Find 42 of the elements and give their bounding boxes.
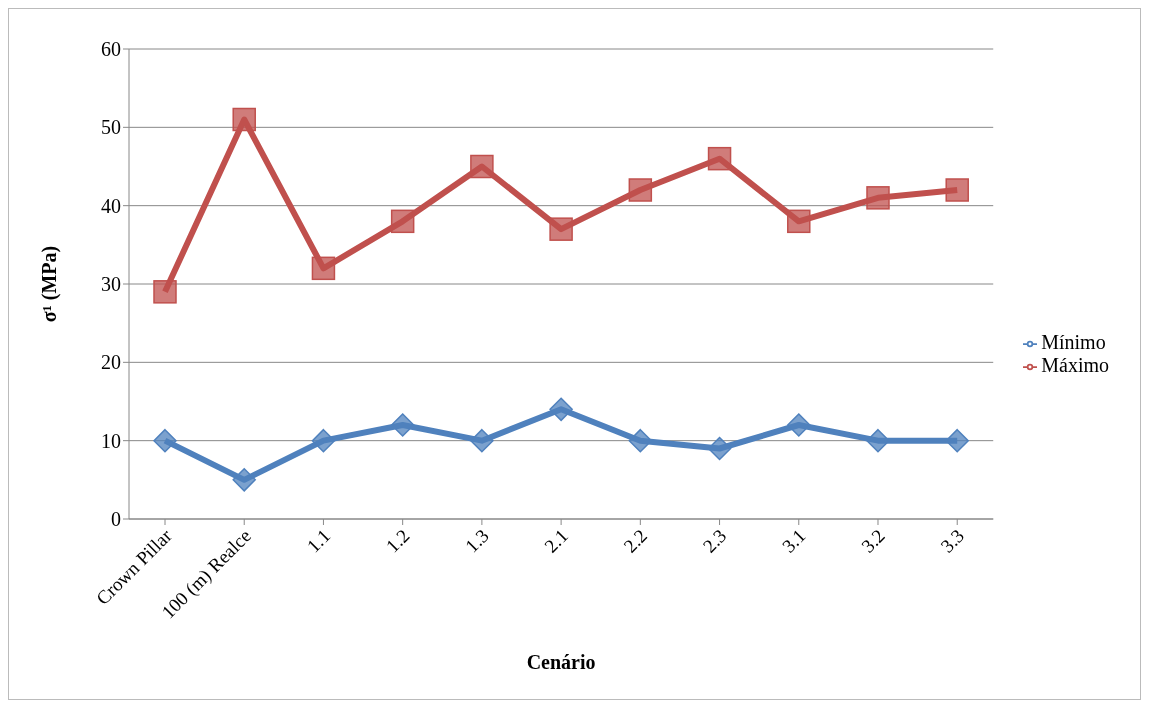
y-tick-label: 10: [101, 429, 121, 452]
point: [707, 436, 732, 461]
point: [390, 413, 415, 437]
y-tick-label: 40: [101, 194, 121, 217]
point: [628, 178, 653, 202]
x-tick-label: 3.3: [936, 524, 969, 557]
x-tick-label: 1.3: [461, 524, 493, 557]
legend-label: Máximo: [1041, 354, 1109, 376]
x-tick-label: 2.2: [619, 524, 652, 557]
point: [311, 428, 336, 453]
point: [232, 468, 256, 492]
point: [707, 146, 732, 171]
x-axis-title: Cenário: [526, 651, 596, 673]
y-tick-label: 50: [101, 116, 121, 139]
legend-label: Mínimo: [1041, 331, 1106, 353]
y-tick-label: 20: [101, 351, 121, 374]
point: [470, 154, 494, 179]
point: [153, 428, 177, 453]
point: [232, 107, 256, 132]
x-tick-label: 3.2: [857, 524, 889, 557]
x-tick-label: 3.1: [777, 524, 810, 557]
point: [945, 428, 969, 453]
point: [470, 428, 494, 453]
y-tick-label: 30: [101, 273, 121, 296]
x-tick-label: 1.1: [302, 524, 335, 557]
x-tick-label: 2.3: [698, 524, 731, 557]
point: [945, 178, 969, 202]
x-tick-label: 1.2: [381, 524, 414, 557]
point: [866, 186, 890, 210]
y-tick-label: 0: [111, 508, 121, 531]
point: [787, 209, 811, 234]
x-tick-label: 2.1: [540, 524, 572, 557]
point: [549, 217, 573, 241]
y-tick-label: 60: [101, 38, 121, 61]
point: [311, 256, 336, 281]
point: [153, 280, 177, 304]
point: [390, 209, 415, 234]
y-axis-title: σ¹ (MPa): [38, 245, 62, 323]
point: [866, 428, 890, 453]
point: [628, 428, 653, 453]
point: [787, 413, 811, 437]
point: [549, 397, 573, 422]
